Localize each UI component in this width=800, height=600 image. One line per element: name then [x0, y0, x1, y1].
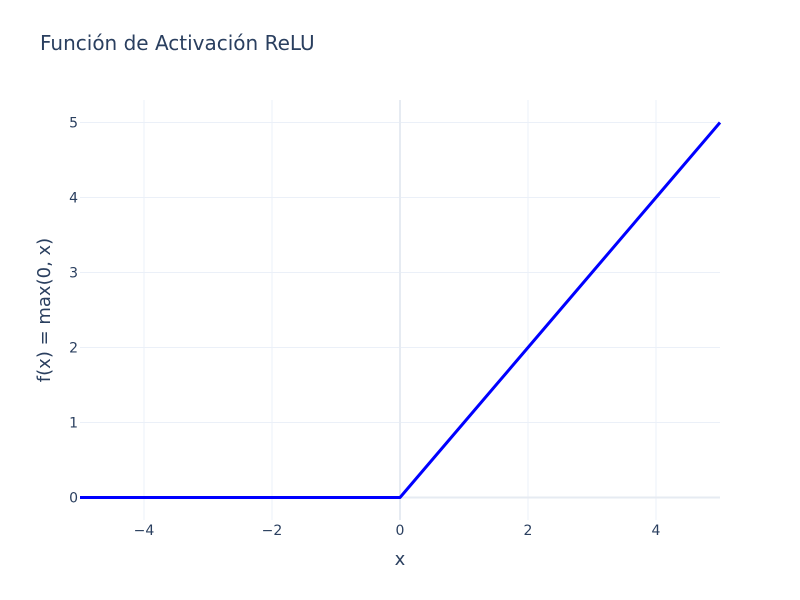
y-tick-label: 3 — [69, 266, 78, 282]
x-tick-label: −2 — [262, 523, 283, 539]
x-tick-label: 2 — [524, 523, 533, 539]
x-tick-label: 4 — [652, 523, 661, 539]
y-tick-label: 0 — [69, 491, 78, 507]
y-axis-title: f(x) = max(0, x) — [34, 238, 55, 382]
series-layer — [80, 121, 722, 499]
y-axis-ticks: 0 1 2 3 4 5 — [69, 116, 78, 507]
y-tick-label: 4 — [69, 191, 78, 207]
y-tick-label: 1 — [69, 416, 78, 432]
x-tick-label: −4 — [134, 523, 155, 539]
y-tick-label: 5 — [69, 116, 78, 132]
x-tick-label: 0 — [396, 523, 405, 539]
y-tick-label: 2 — [69, 341, 78, 357]
x-axis-ticks: −4 −2 0 2 4 — [134, 523, 661, 539]
series-line — [80, 121, 722, 499]
x-axis-title: x — [395, 549, 406, 570]
chart-title: Función de Activación ReLU — [40, 31, 315, 55]
